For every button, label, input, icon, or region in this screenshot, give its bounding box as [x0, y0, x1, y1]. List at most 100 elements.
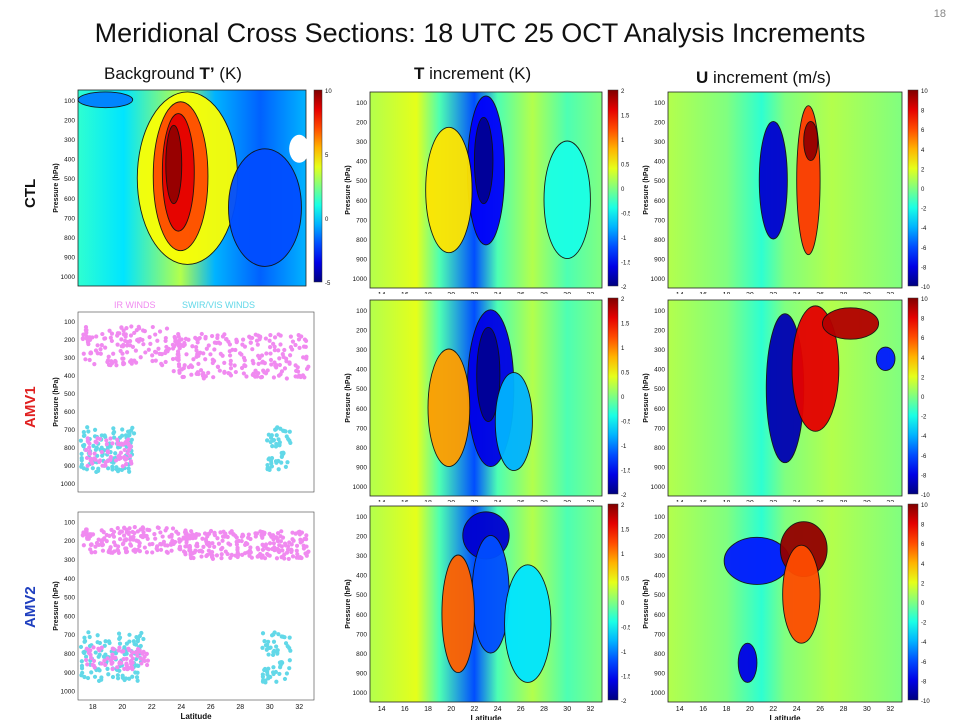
u1-xtick-14: 14: [676, 292, 684, 294]
bg-cbtick-1: 5: [325, 153, 329, 159]
amv2-ir-point: [282, 552, 287, 557]
amv2-ir-point: [135, 547, 141, 552]
t1-ytick-600: 600: [356, 198, 367, 205]
row-label-ctl: CTL: [22, 178, 39, 208]
amv1-ir-point: [273, 363, 279, 368]
amv1-ir-point: [268, 351, 273, 356]
t3-ytick-400: 400: [356, 573, 367, 580]
amv1-ir-point: [209, 333, 215, 339]
amv1-ir-point: [176, 343, 181, 348]
amv2-swir-point: [89, 670, 94, 675]
amv2-ir-point: [286, 556, 291, 562]
amv1-ir-point: [83, 357, 88, 362]
amv1-ir-point: [294, 368, 299, 373]
amv1-ir-point: [159, 361, 164, 366]
amv2-swir-point: [79, 666, 85, 671]
amv1-ir-point: [272, 348, 277, 353]
amv1-ir-point: [222, 370, 227, 375]
t2-cbtick-6: -1: [621, 444, 627, 450]
amv1-ir-point: [153, 332, 158, 337]
amv2-ir-point: [141, 530, 146, 535]
u1-ytick-200: 200: [654, 119, 665, 126]
amv1-ir-point: [134, 327, 139, 333]
amv2-ir-point: [275, 531, 281, 536]
amv1-swir-point: [268, 439, 273, 445]
u2-xtick-32: 32: [886, 500, 894, 502]
t3-colorbar: [607, 503, 619, 701]
amv2-swir-point: [263, 678, 268, 683]
t1-contour-2: [425, 126, 473, 254]
amv2-ir-point: [81, 530, 86, 535]
amv2-ir-point: [103, 662, 108, 668]
amv2-ytick-1000: 1000: [61, 689, 76, 696]
t2-xtick-32: 32: [587, 500, 595, 502]
u1-xtick-28: 28: [840, 292, 848, 294]
amv2-swir-point: [95, 640, 100, 645]
t2-ytick-900: 900: [356, 465, 367, 472]
amv2-swir-point: [130, 674, 135, 679]
amv1-ir-point: [269, 362, 274, 367]
amv1-ir-point: [90, 335, 95, 340]
amv2-ir-point: [256, 547, 261, 552]
amv2-ir-point: [93, 550, 98, 555]
amv2-swir-point: [82, 635, 87, 640]
amv1-ir-point: [239, 365, 245, 371]
amv1-ir-point: [276, 332, 281, 337]
amv1-ir-point: [256, 353, 261, 358]
amv1-ir-point: [80, 336, 85, 341]
t3-ytick-600: 600: [356, 612, 367, 619]
amv1-ir-point: [301, 344, 307, 349]
amv1-ir-point: [155, 338, 160, 343]
amv2-ir-point: [106, 549, 111, 555]
amv2-ir-point: [268, 533, 273, 538]
amv1-swir-point: [270, 444, 275, 449]
amv1-scatter-panel: 100 200 300 400 500 600 700 800 900 1000 Pressure …: [53, 311, 315, 493]
u1-xtick-22: 22: [769, 292, 777, 294]
amv1-ir-point: [179, 337, 184, 342]
amv2-ir-point: [110, 646, 115, 651]
amv1-ir-point: [186, 337, 191, 342]
amv2-ir-point: [235, 545, 240, 550]
t1-xtick-22: 22: [471, 292, 479, 294]
amv1-ir-point: [111, 351, 116, 356]
amv1-ir-point: [242, 358, 247, 363]
amv2-ir-point: [270, 546, 275, 552]
amv1-ir-point: [132, 358, 137, 363]
amv1-ir-point: [268, 333, 273, 338]
t2-xtick-18: 18: [424, 500, 432, 502]
bg-ylabel: Pressure (hPa): [53, 163, 60, 212]
amv1-ir-point: [166, 346, 172, 352]
t3-cbtick-0: 2: [621, 503, 625, 509]
t2-xtick-22: 22: [471, 500, 479, 502]
u2-cbtick-2: 6: [921, 336, 925, 342]
bg-cbtick-0: 10: [325, 89, 332, 95]
u2-xtick-30: 30: [863, 500, 871, 502]
amv2-ir-point: [92, 665, 97, 670]
amv2-ir-point: [207, 531, 212, 536]
amv2-swir-point: [127, 676, 132, 681]
amv1-swir-point: [123, 433, 129, 438]
bg-ytick-100: 100: [64, 98, 75, 105]
t2-ytick-500: 500: [356, 386, 367, 393]
amv2-ir-point: [197, 549, 202, 554]
amv1-ir-point: [296, 337, 302, 342]
amv2-ir-point: [263, 542, 269, 547]
u2-ytick-800: 800: [654, 445, 665, 452]
amv1-ir-point: [237, 351, 243, 356]
t2-ytick-1000: 1000: [353, 484, 368, 491]
amv1-ir-point: [115, 437, 120, 442]
amv2-ir-point: [207, 544, 212, 549]
amv2-ir-point: [193, 548, 198, 553]
amv1-ir-point: [259, 353, 265, 358]
u1-contour-2: [803, 120, 819, 162]
amv1-ytick-300: 300: [64, 355, 75, 362]
amv2-ir-point: [108, 545, 113, 550]
amv1-ir-point: [257, 334, 263, 339]
amv2-ir-point: [165, 543, 170, 548]
amv1-ir-point: [198, 368, 204, 373]
amv1-ir-point: [132, 330, 137, 336]
t1-xtick-24: 24: [494, 292, 502, 294]
amv2-ir-point: [164, 526, 169, 531]
amv2-swir-point: [82, 674, 87, 680]
u2-xtick-28: 28: [840, 500, 848, 502]
